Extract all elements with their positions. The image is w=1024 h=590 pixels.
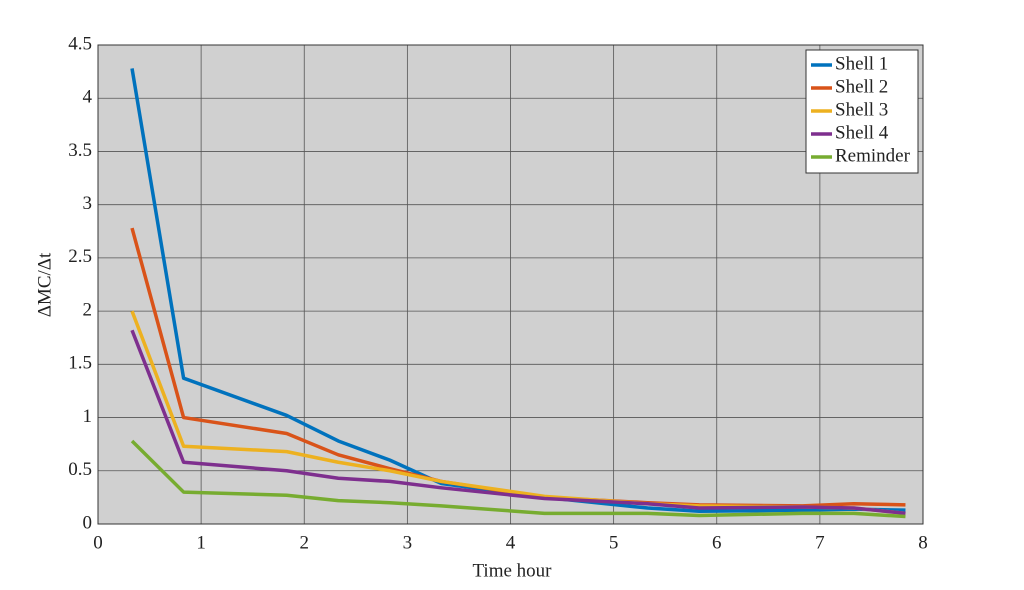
- y-tick-label: 0.5: [68, 459, 92, 480]
- y-tick-label: 0: [83, 512, 93, 533]
- x-tick-label: 2: [300, 532, 310, 553]
- x-tick-label: 1: [196, 532, 206, 553]
- x-tick-label: 4: [506, 532, 516, 553]
- y-tick-label: 4: [83, 87, 93, 108]
- x-tick-label: 5: [609, 532, 619, 553]
- x-tick-label: 3: [403, 532, 413, 553]
- series-line: [130, 329, 906, 516]
- legend-label: Shell 4: [835, 122, 889, 143]
- y-tick-label: 2.5: [68, 246, 92, 267]
- y-tick-label: 3: [83, 193, 93, 214]
- x-tick-label: 6: [712, 532, 722, 553]
- legend-label: Reminder: [835, 145, 911, 166]
- y-tick-label: 3.5: [68, 140, 92, 161]
- y-tick-label: 4.5: [68, 33, 92, 54]
- series-line: [130, 439, 906, 519]
- legend-label: Shell 2: [835, 76, 888, 97]
- y-tick-label: 1: [83, 406, 93, 427]
- plot-frame: [97, 44, 924, 525]
- y-tick-label: 1.5: [68, 353, 92, 374]
- x-axis-label: Time hour: [472, 560, 552, 581]
- x-tick-label: 7: [815, 532, 825, 553]
- x-tick-label: 8: [918, 532, 928, 553]
- y-tick-label: 2: [83, 299, 93, 320]
- legend-label: Shell 1: [835, 53, 888, 74]
- legend-label: Shell 3: [835, 99, 888, 120]
- y-axis-label: ΔMC/Δt: [34, 252, 55, 317]
- x-tick-label: 0: [93, 532, 103, 553]
